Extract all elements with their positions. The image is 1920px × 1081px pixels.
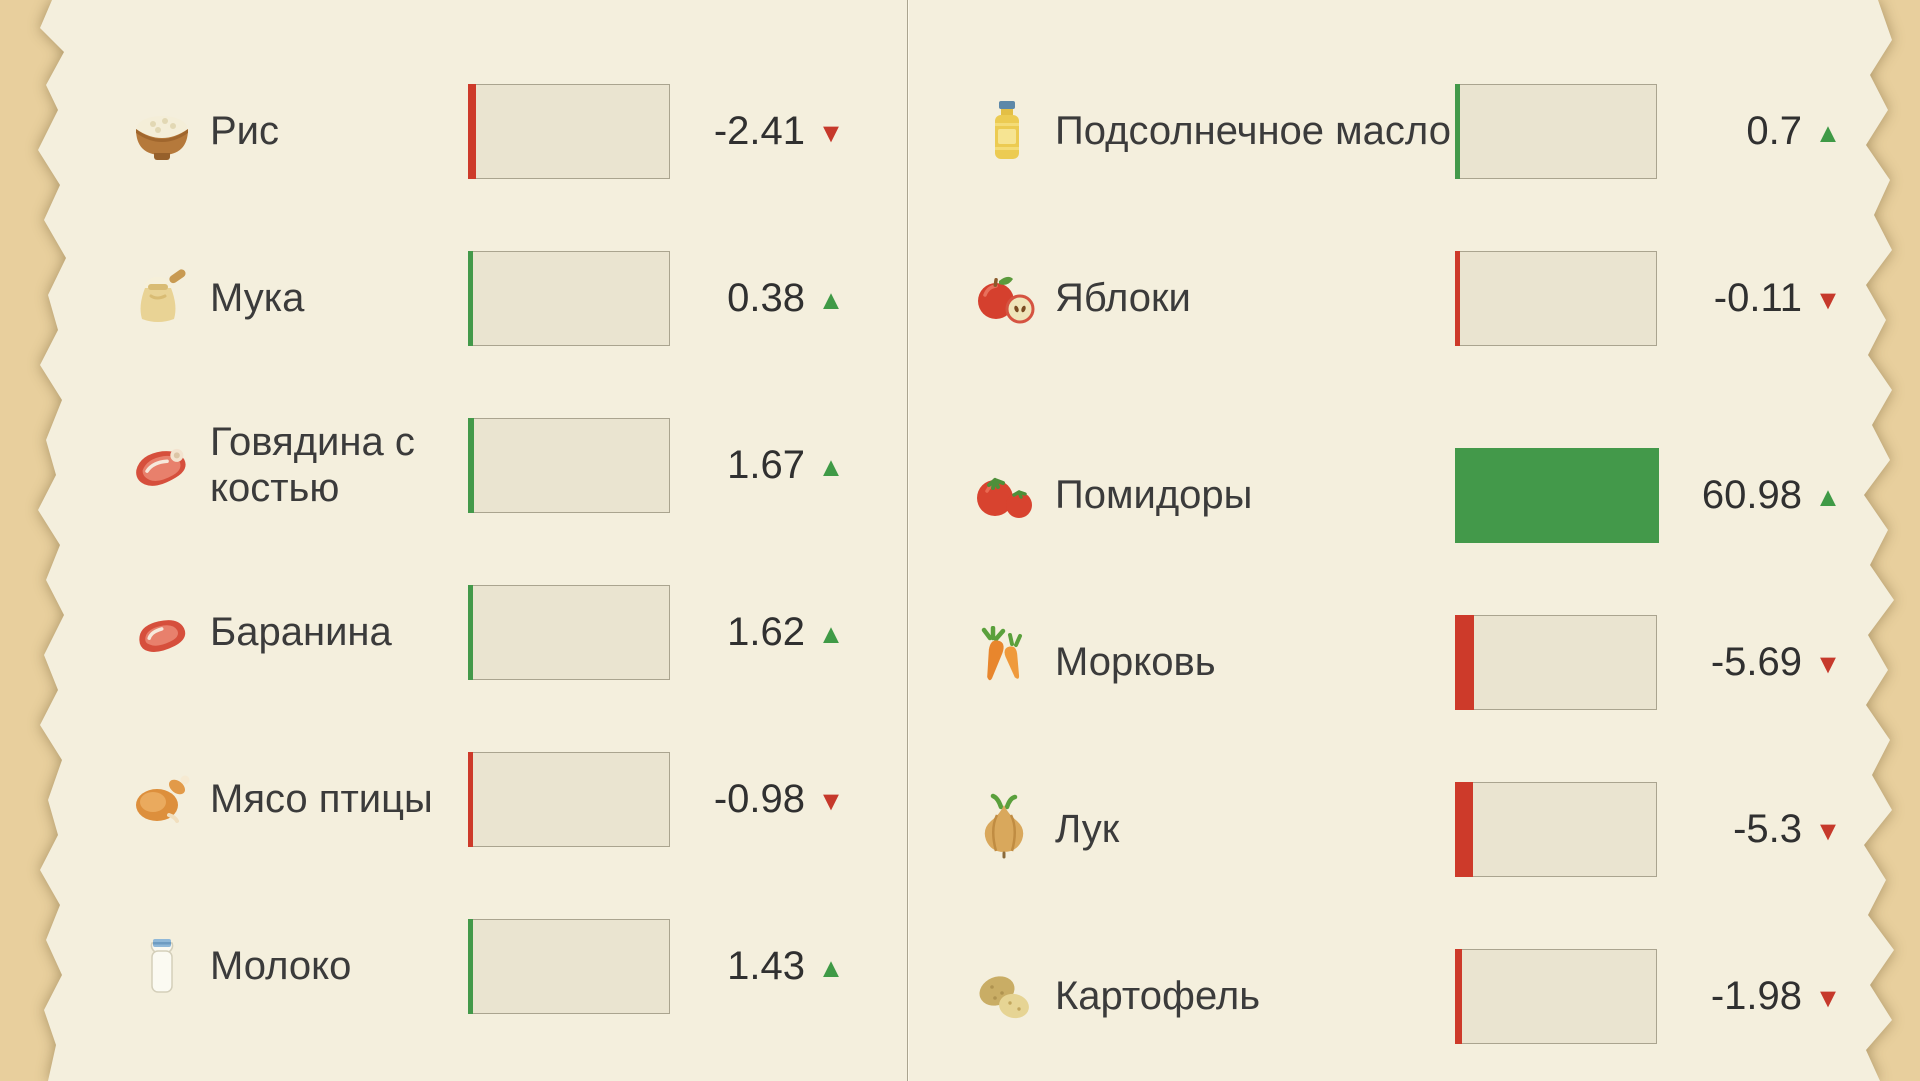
price-change-bar <box>1455 615 1657 710</box>
price-change-bar <box>1455 782 1657 877</box>
price-change-value: 60.98 <box>1701 473 1802 517</box>
bar-fill <box>1455 615 1474 710</box>
bar-fill <box>1455 782 1473 877</box>
product-label: Морковь <box>1055 639 1216 684</box>
trend-arrow-icon: ▲ <box>1814 118 1842 148</box>
price-change-value: -2.41 <box>713 109 805 153</box>
product-row-poultry: Мясо птицы -0.98 ▼ <box>0 716 908 883</box>
column-divider <box>907 0 909 1081</box>
price-change-bar <box>468 418 670 513</box>
product-row-milk: Молоко 1.43 ▲ <box>0 883 908 1050</box>
price-change-bar <box>1455 448 1659 543</box>
price-change-bar <box>1455 251 1657 346</box>
product-label: Мука <box>210 275 305 320</box>
product-label: Баранина <box>210 609 392 654</box>
product-label: Помидоры <box>1055 472 1253 517</box>
product-label: Молоко <box>210 943 352 988</box>
product-label: Подсолнечное масло <box>1055 108 1451 153</box>
product-label: Говядина с костью <box>210 420 415 510</box>
bar-fill <box>468 752 473 847</box>
price-change-value: 0.38 <box>727 276 805 320</box>
price-change-value: 1.62 <box>727 610 805 654</box>
product-row-apples: Яблоки -0.11 ▼ <box>908 215 1870 382</box>
price-change-value: -0.11 <box>1713 276 1802 320</box>
bar-fill <box>468 585 473 680</box>
bar-fill <box>1455 251 1460 346</box>
trend-arrow-icon: ▲ <box>817 619 845 649</box>
potatoes-icon <box>970 960 1055 1034</box>
product-row-potatoes: Картофель -1.98 ▼ <box>908 913 1870 1080</box>
product-row-lamb: Баранина 1.62 ▲ <box>0 549 908 716</box>
price-change-bar <box>1455 84 1657 179</box>
product-row-beef: Говядина с костью 1.67 ▲ <box>0 382 908 549</box>
price-change-value: 0.7 <box>1746 109 1802 153</box>
trend-arrow-icon: ▲ <box>1814 482 1842 512</box>
trend-arrow-icon: ▼ <box>1814 285 1842 315</box>
trend-arrow-icon: ▼ <box>1814 816 1842 846</box>
trend-arrow-icon: ▲ <box>817 285 845 315</box>
right-column: Подсолнечное масло 0.7 ▲ Яблоки -0.11 ▼ <box>908 0 1870 1080</box>
bar-fill <box>468 418 474 513</box>
price-change-value: -0.98 <box>713 777 805 821</box>
poultry-icon <box>125 763 210 837</box>
apples-icon <box>970 262 1055 336</box>
product-row-sunflower-oil: Подсолнечное масло 0.7 ▲ <box>908 48 1870 215</box>
trend-arrow-icon: ▼ <box>817 786 845 816</box>
flour-sack-icon <box>125 262 210 336</box>
rice-bowl-icon <box>125 95 210 169</box>
product-row-tomatoes: Помидоры 60.98 ▲ <box>908 412 1870 579</box>
bar-fill <box>1455 448 1659 543</box>
price-change-bar <box>468 585 670 680</box>
price-change-value: -5.69 <box>1710 640 1802 684</box>
product-label: Картофель <box>1055 973 1261 1018</box>
onion-icon <box>970 793 1055 867</box>
bar-fill <box>468 919 473 1014</box>
trend-arrow-icon: ▲ <box>817 452 845 482</box>
beef-icon <box>125 429 210 503</box>
price-change-bar <box>468 919 670 1014</box>
price-change-value: -1.98 <box>1710 974 1802 1018</box>
product-label: Лук <box>1055 806 1120 851</box>
bar-fill <box>1455 84 1460 179</box>
lamb-icon <box>125 596 210 670</box>
trend-arrow-icon: ▼ <box>1814 649 1842 679</box>
bar-fill <box>468 84 476 179</box>
price-change-value: -5.3 <box>1733 807 1802 851</box>
bar-fill <box>468 251 473 346</box>
carrots-icon <box>970 625 1055 700</box>
product-label: Яблоки <box>1055 275 1191 320</box>
left-column: Рис -2.41 ▼ Мука 0.38 ▲ <box>0 0 908 1050</box>
trend-arrow-icon: ▲ <box>817 953 845 983</box>
price-change-value: 1.43 <box>727 944 805 988</box>
price-change-bar <box>468 752 670 847</box>
trend-arrow-icon: ▼ <box>817 118 845 148</box>
product-row-onion: Лук -5.3 ▼ <box>908 746 1870 913</box>
tomatoes-icon <box>970 459 1055 533</box>
product-row-carrots: Морковь -5.69 ▼ <box>908 579 1870 746</box>
bar-fill <box>1455 949 1462 1044</box>
price-change-bar <box>1455 949 1657 1044</box>
product-label: Рис <box>210 108 280 153</box>
price-change-value: 1.67 <box>727 443 805 487</box>
product-label: Мясо птицы <box>210 776 433 821</box>
product-row-flour: Мука 0.38 ▲ <box>0 215 908 382</box>
milk-bottle-icon <box>125 930 210 1004</box>
price-change-bar <box>468 251 670 346</box>
trend-arrow-icon: ▼ <box>1814 983 1842 1013</box>
product-row-rice: Рис -2.41 ▼ <box>0 48 908 215</box>
price-change-bar <box>468 84 670 179</box>
oil-bottle-icon <box>970 95 1055 169</box>
